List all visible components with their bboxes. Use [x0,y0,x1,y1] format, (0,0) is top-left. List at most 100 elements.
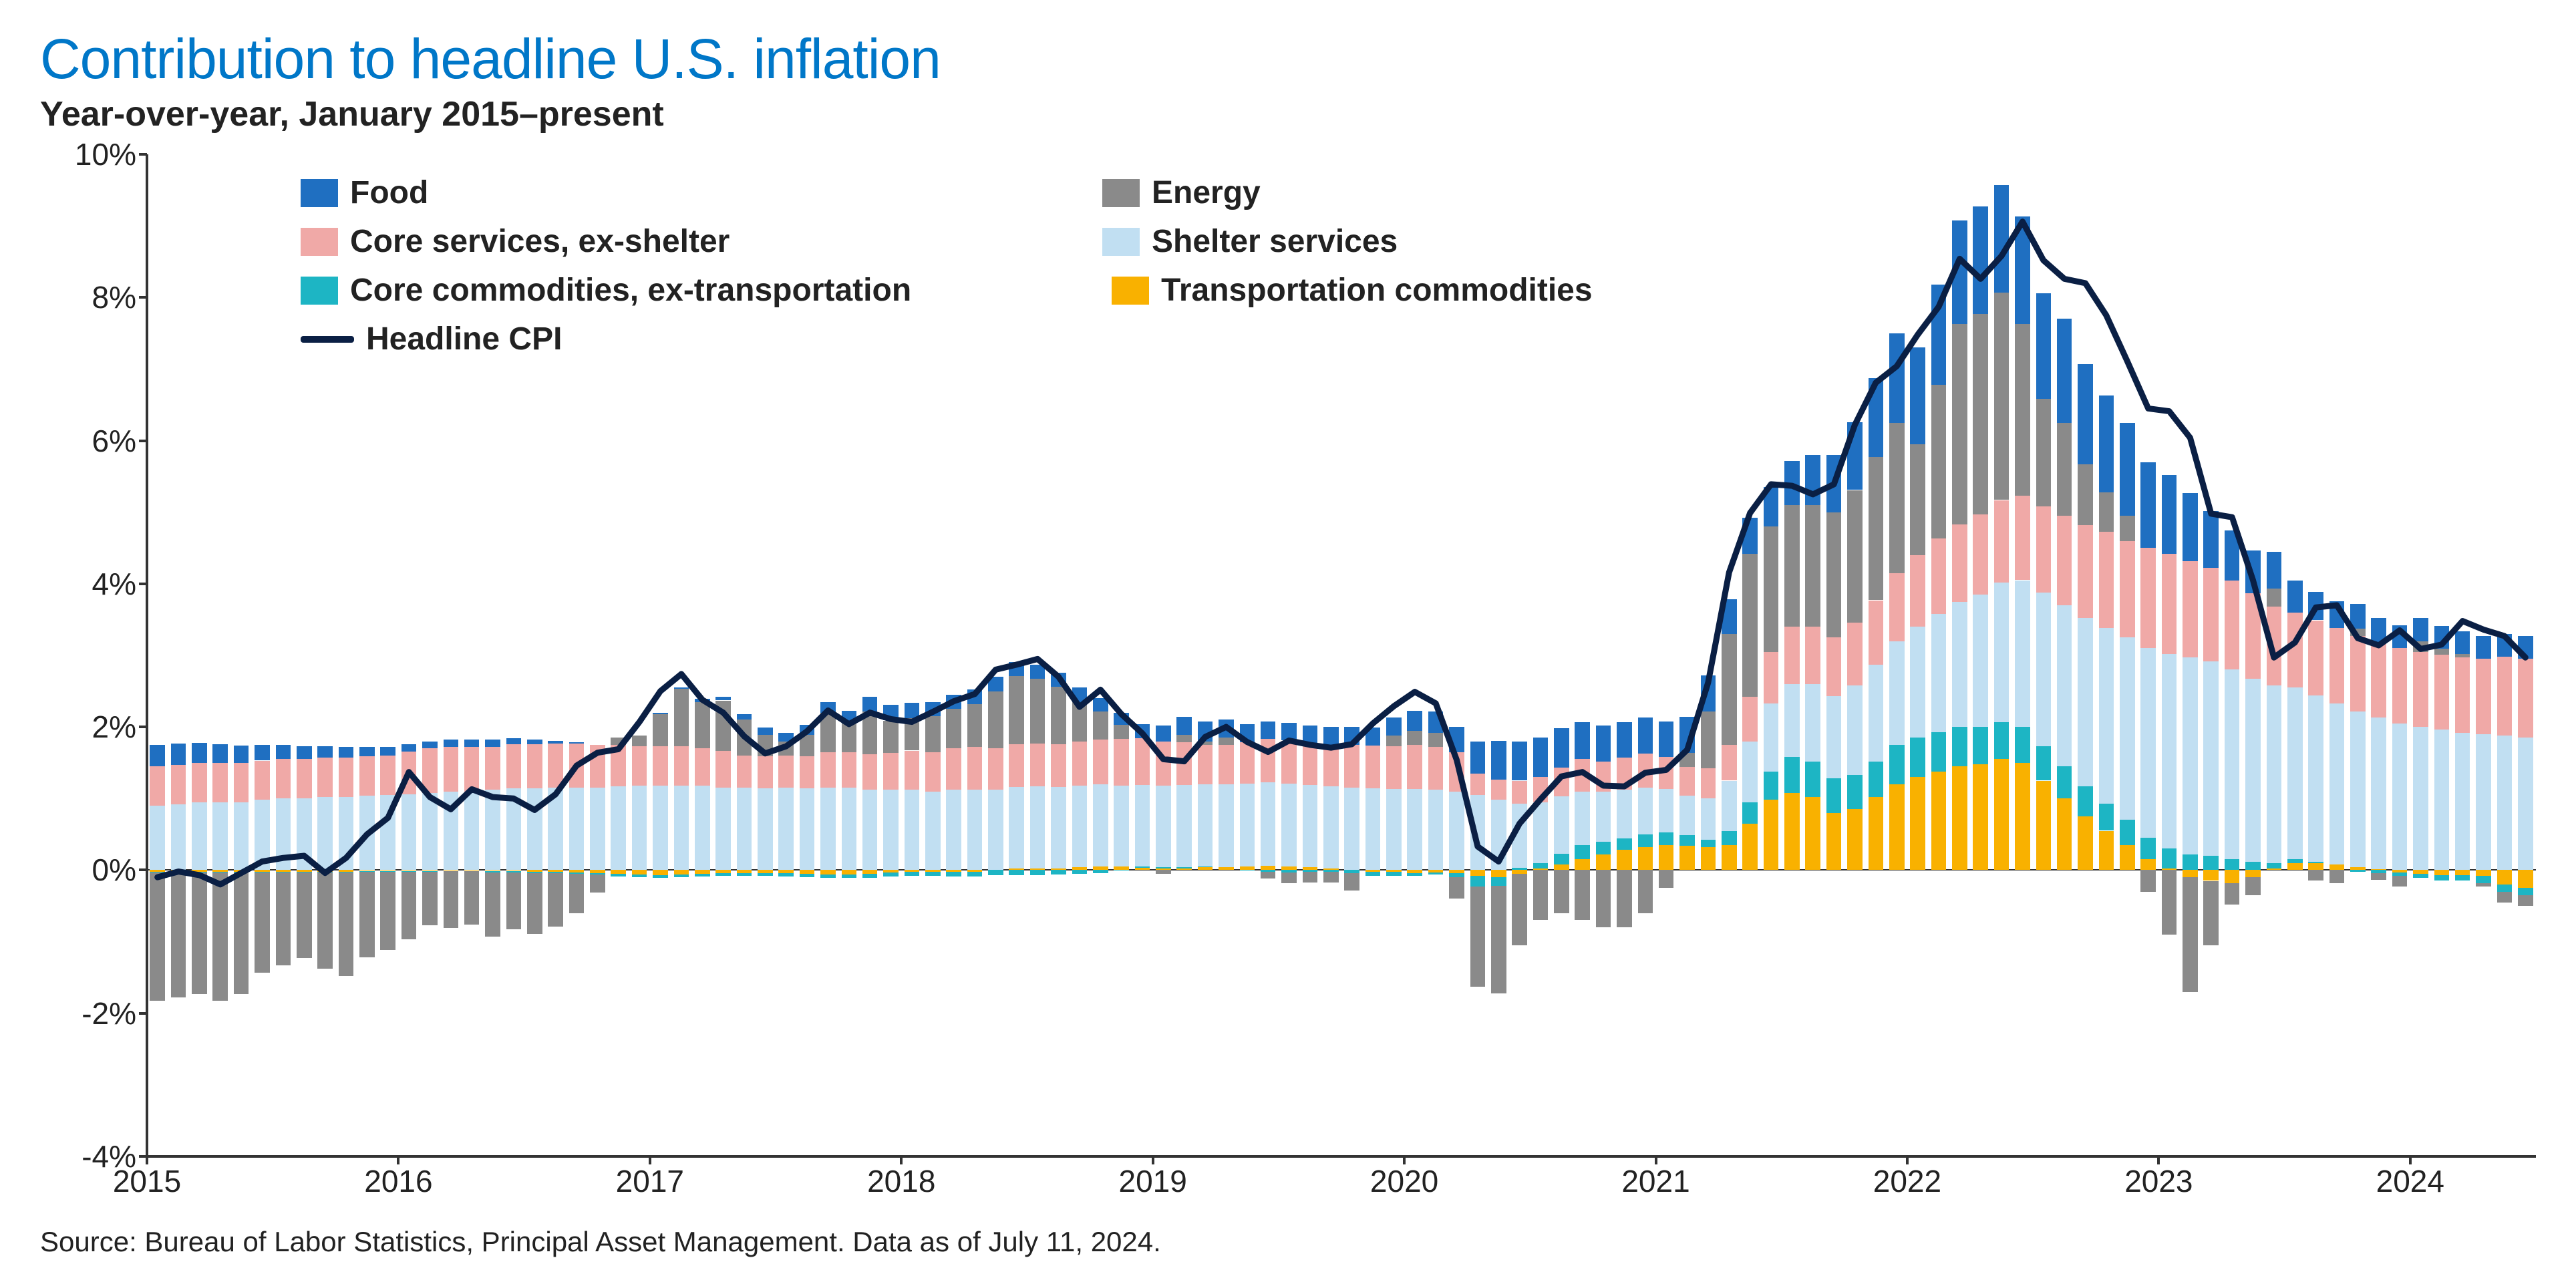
bar-core_commod_ex_transport [2225,859,2240,870]
bar-core_services_ex_shelter [2476,659,2491,734]
bar-transport_commod [1784,793,1800,870]
bar-energy [988,691,1003,749]
bar-transport_commod [1219,867,1234,870]
bar-shelter [632,786,647,870]
bar-shelter [1344,788,1359,870]
bar-energy [715,701,731,751]
bar-shelter [1135,785,1150,866]
bar-core_services_ex_shelter [2329,628,2345,703]
bar-shelter [1679,796,1695,835]
bar-shelter [1030,786,1045,868]
bar-core_commod_ex_transport [1135,866,1150,868]
bar-core_services_ex_shelter [1533,777,1549,802]
bar-food [1722,599,1737,633]
x-tick [900,1156,903,1164]
bar-energy [1596,870,1611,927]
bar-shelter [820,788,836,870]
bar-core_services_ex_shelter [380,756,395,795]
bar-energy [737,720,752,756]
bar-core_services_ex_shelter [2434,655,2450,730]
bar-food [1428,711,1444,733]
bar-core_services_ex_shelter [1575,759,1590,791]
bar-food [1596,726,1611,762]
x-tick [1152,1156,1154,1164]
bar-food [255,745,270,761]
bar-core_commod_ex_transport [1093,870,1108,872]
bar-shelter [967,790,983,870]
bar-core_commod_ex_transport [1554,854,1569,864]
bar-core_services_ex_shelter [1847,623,1863,685]
bar-energy [590,874,605,893]
bar-food [1701,675,1716,711]
bar-core_services_ex_shelter [1156,742,1171,786]
bar-energy [2099,492,2114,532]
bar-food [2476,636,2491,659]
bar-shelter [1072,786,1088,867]
bar-core_services_ex_shelter [1072,742,1088,786]
bar-core_commod_ex_transport [611,874,626,876]
bar-shelter [2350,711,2366,868]
bar-transport_commod [1910,777,1925,870]
bar-food [569,742,585,744]
chart-title: Contribution to headline U.S. inflation [40,27,2536,92]
x-tick [2157,1156,2160,1164]
bar-transport_commod [2329,864,2345,870]
bar-energy [842,724,857,752]
bar-food [1365,728,1381,746]
bar-core_services_ex_shelter [1910,555,1925,627]
bar-shelter [1114,786,1129,866]
legend-label: Headline CPI [366,321,562,357]
bar-shelter [1722,781,1737,831]
bar-energy [1428,733,1444,747]
bar-energy [1679,753,1695,767]
legend-item-transport_commod: Transportation commodities [1112,272,1713,309]
bar-food [527,740,542,744]
bar-transport_commod [1722,845,1737,870]
bar-shelter [611,786,626,870]
bar-energy [653,714,668,746]
bar-core_services_ex_shelter [2225,581,2240,670]
bar-core_services_ex_shelter [422,748,438,792]
bar-shelter [1659,789,1674,832]
bar-energy [2329,870,2345,883]
bar-core_commod_ex_transport [1722,831,1737,845]
bar-shelter [1847,685,1863,775]
bar-core_services_ex_shelter [1114,739,1129,786]
bar-core_services_ex_shelter [1764,652,1779,703]
bar-core_services_ex_shelter [2371,643,2386,718]
bar-transport_commod [1596,854,1611,870]
bar-shelter [1009,787,1024,868]
legend-label: Transportation commodities [1161,272,1592,309]
bar-food [1281,723,1297,741]
bar-shelter [1910,627,1925,738]
bar-transport_commod [1931,772,1947,870]
bar-core_commod_ex_transport [988,870,1003,875]
bar-energy [548,873,563,927]
bar-food [737,714,752,720]
bar-core_services_ex_shelter [234,763,249,802]
bar-core_commod_ex_transport [715,873,731,876]
bar-shelter [1554,796,1569,854]
bar-core_services_ex_shelter [1952,524,1967,602]
x-tick-label: 2019 [1119,1163,1187,1199]
bar-core_services_ex_shelter [2267,607,2282,685]
bar-core_services_ex_shelter [150,766,165,806]
bar-core_commod_ex_transport [820,874,836,878]
bar-energy [758,735,773,756]
bar-food [2371,618,2386,642]
bar-energy [1470,887,1486,987]
legend-label: Core commodities, ex-transportation [350,272,911,309]
bar-shelter [2287,687,2303,859]
bar-core_commod_ex_transport [2203,856,2219,870]
bar-transport_commod [2120,845,2135,870]
bar-core_commod_ex_transport [1533,863,1549,869]
y-axis [146,154,148,1156]
y-tick-label: 8% [92,279,136,315]
bar-energy [1575,870,1590,920]
bar-energy [150,872,165,1001]
bar-food [1679,717,1695,753]
x-tick-label: 2018 [867,1163,935,1199]
bar-core_services_ex_shelter [1093,740,1108,784]
bar-energy [967,704,983,747]
legend-row: FoodEnergy [301,174,1770,211]
